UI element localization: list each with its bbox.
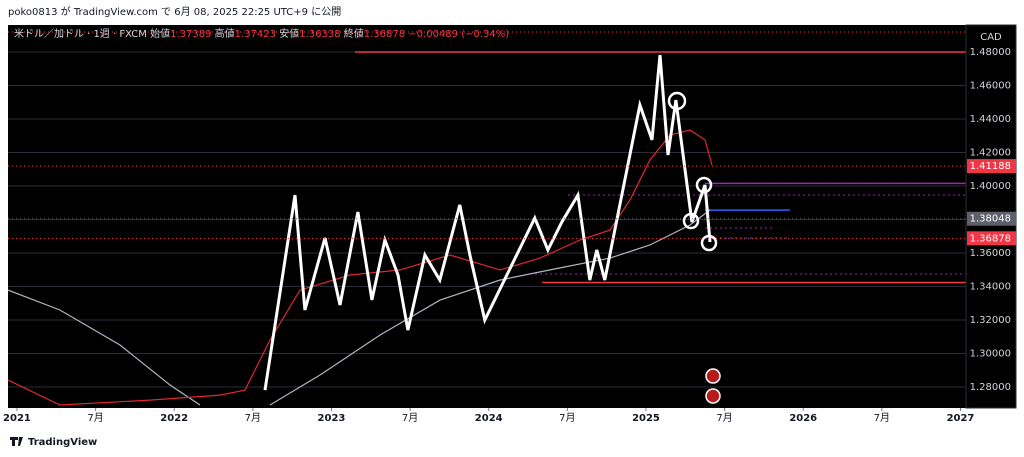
y-tick-label: 1.44000 — [970, 114, 1011, 125]
price-label-box — [967, 159, 1016, 174]
currency-label: CAD — [980, 32, 1002, 43]
x-tick-label: 2023 — [318, 413, 346, 424]
y-tick-label: 1.32000 — [970, 315, 1011, 326]
pivot-circle — [667, 91, 687, 111]
y-tick-label: 1.34000 — [970, 282, 1011, 293]
annotations — [8, 31, 966, 404]
x-tick-label: 7月 — [559, 412, 575, 424]
logo-icon — [10, 437, 23, 446]
x-tick-label: 7月 — [87, 412, 103, 424]
ohlc-value: 1.37389 — [170, 29, 211, 40]
ohlc-label: 高値 — [215, 27, 235, 40]
plot-area — [8, 51, 966, 406]
x-tick-label: 2027 — [947, 413, 975, 424]
y-tick-label: 1.40000 — [970, 181, 1011, 192]
event-icon[interactable] — [705, 368, 721, 384]
publish-header: poko0813 が TradingView.com で 6月 08, 2025… — [8, 5, 341, 18]
price-label: 1.36878 — [970, 233, 1011, 244]
x-tick-label: 7月 — [874, 412, 890, 424]
ohlc-label: 終値 — [344, 27, 364, 40]
x-tick-label: 2025 — [632, 413, 660, 424]
y-tick-label: 1.46000 — [970, 80, 1011, 91]
event-icon[interactable] — [705, 388, 721, 404]
price-label-box — [967, 211, 1016, 226]
x-tick-label: 2022 — [160, 413, 188, 424]
ohlc-value: 1.36878 — [364, 29, 405, 40]
chart-background — [8, 25, 1016, 408]
symbol: 米ドル／加ドル · 1週 · FXCM — [14, 27, 147, 40]
footer-logo: TradingView — [28, 437, 97, 448]
ohlc-value: 1.36338 — [299, 29, 340, 40]
y-tick-label: 1.28000 — [970, 382, 1011, 393]
pivot-circle — [682, 212, 700, 230]
y-tick-label: 1.30000 — [970, 349, 1011, 360]
y-tick-label: 1.42000 — [970, 147, 1011, 158]
ohlc-label: 始値 — [150, 27, 170, 40]
x-tick-label: 7月 — [716, 412, 732, 424]
price-line — [263, 54, 712, 391]
ohlc-value: 1.37423 — [235, 29, 276, 40]
price-label-box — [967, 231, 1016, 246]
price-line — [8, 209, 711, 406]
price-label: 1.41188 — [970, 161, 1011, 172]
pivot-circle — [700, 234, 718, 252]
y-tick-label: 1.48000 — [970, 47, 1011, 58]
x-tick-label: 2021 — [3, 413, 31, 424]
ohlc-legend: 米ドル／加ドル · 1週 · FXCM 始値1.37389 高値1.37423 … — [14, 27, 509, 40]
x-tick-label: 7月 — [402, 412, 418, 424]
ohlc-label: 安値 — [279, 27, 299, 40]
x-tick-label: 2024 — [475, 413, 503, 424]
x-tick-label: 7月 — [245, 412, 261, 424]
ohlc-change: −0.00489 (−0.34%) — [408, 29, 509, 40]
price-label: 1.38048 — [970, 214, 1011, 225]
y-tick-label: 1.36000 — [970, 248, 1011, 259]
pivot-circle — [695, 176, 713, 194]
x-tick-label: 2026 — [789, 413, 817, 424]
